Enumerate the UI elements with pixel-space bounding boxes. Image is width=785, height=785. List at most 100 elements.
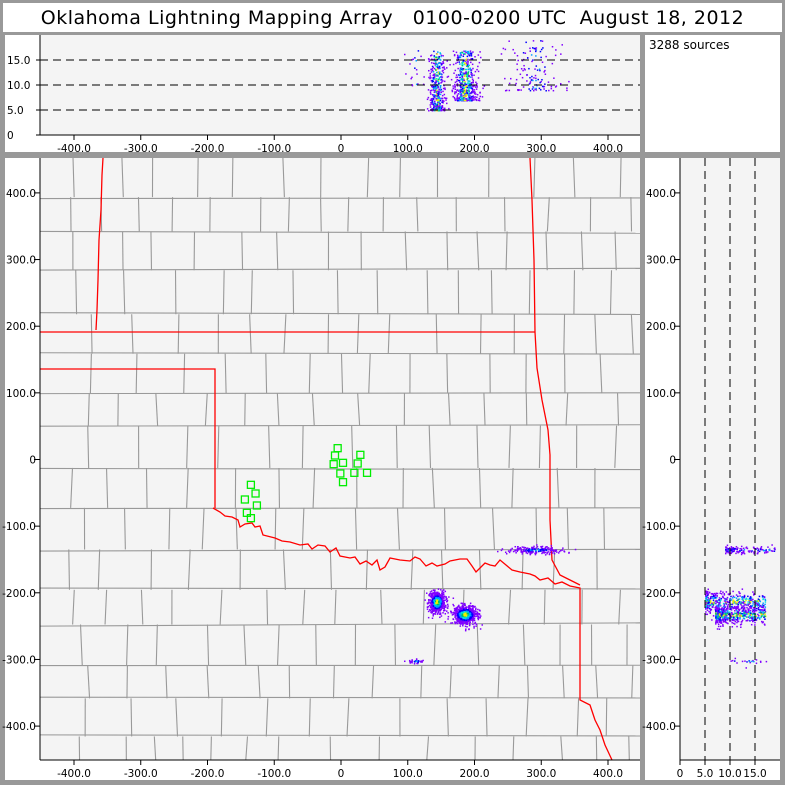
lightning-source — [463, 89, 466, 92]
lightning-source — [752, 620, 754, 623]
lightning-source — [539, 69, 541, 72]
lightning-source — [737, 603, 740, 606]
lightning-source — [438, 596, 441, 598]
lightning-source — [436, 606, 438, 608]
lightning-source — [497, 550, 499, 553]
lightning-source — [744, 598, 747, 601]
lightning-source — [436, 53, 438, 55]
county-border — [497, 665, 500, 699]
lightning-source — [745, 667, 747, 669]
lightning-source — [726, 612, 728, 615]
lightning-source — [541, 548, 543, 551]
lightning-source — [461, 610, 464, 613]
lightning-source — [750, 597, 753, 599]
lightning-source — [433, 56, 436, 58]
lightning-source — [751, 550, 753, 552]
lightning-source — [741, 606, 743, 609]
altitude-east-west-plot — [403, 40, 570, 112]
county-border — [491, 507, 495, 550]
lightning-source — [715, 609, 718, 611]
lightning-source — [472, 81, 474, 84]
lightning-source — [459, 623, 462, 625]
lightning-source — [434, 106, 436, 108]
y-tick-label: -300.0 — [2, 654, 36, 666]
lightning-source — [705, 599, 708, 601]
lightning-source — [465, 98, 467, 100]
lightning-source — [429, 99, 432, 102]
lightning-source — [431, 603, 433, 605]
lightning-source — [435, 602, 437, 605]
lightning-source — [431, 58, 433, 61]
lightning-source — [757, 606, 760, 609]
state-border — [212, 507, 613, 761]
lightning-source — [540, 550, 542, 552]
lightning-source — [434, 610, 436, 612]
x-tick-label: -400.0 — [57, 768, 91, 780]
lightning-source — [463, 59, 466, 62]
lightning-source — [433, 603, 436, 606]
lightning-source — [427, 89, 430, 91]
lightning-source — [432, 94, 435, 97]
lightning-source — [773, 550, 776, 552]
lightning-source — [432, 610, 435, 612]
lightning-source — [437, 594, 440, 596]
lightning-source — [721, 618, 724, 621]
lightning-source — [436, 607, 438, 610]
lightning-source — [544, 73, 547, 75]
lightning-source — [535, 79, 537, 82]
lightning-source — [466, 622, 469, 625]
county-border — [105, 467, 109, 508]
lightning-source — [434, 593, 437, 595]
lightning-source — [432, 613, 434, 616]
lightning-source — [464, 612, 466, 614]
lightning-source — [472, 611, 474, 613]
county-border — [130, 698, 133, 737]
lightning-source — [417, 83, 419, 85]
lightning-source — [767, 551, 769, 553]
lightning-source — [471, 90, 474, 92]
lightning-source — [434, 69, 437, 71]
lightning-source — [442, 612, 444, 614]
county-border — [308, 353, 311, 394]
lightning-source — [726, 605, 729, 608]
lightning-source — [431, 610, 434, 613]
lightning-source — [431, 100, 434, 102]
lightning-source — [733, 601, 735, 603]
lightning-source — [431, 103, 433, 105]
lightning-source — [478, 97, 481, 100]
lightning-source — [720, 605, 722, 607]
lightning-source — [429, 602, 432, 605]
lightning-source — [432, 108, 434, 110]
lightning-source — [443, 108, 445, 111]
lightning-source — [465, 614, 467, 616]
lightning-source — [465, 64, 467, 66]
lightning-source — [468, 84, 470, 87]
lightning-source — [753, 552, 755, 555]
lightning-source — [436, 78, 438, 80]
lightning-source — [706, 591, 708, 594]
lightning-source — [473, 627, 475, 629]
lightning-source — [707, 599, 710, 601]
lightning-source — [760, 546, 763, 548]
station-markers — [240, 444, 372, 523]
lightning-source — [421, 660, 423, 662]
county-border — [543, 589, 546, 625]
lightning-source — [735, 619, 737, 621]
lightning-source — [711, 606, 714, 608]
lightning-source — [440, 602, 442, 605]
lightning-source — [553, 77, 555, 79]
lightning-source — [436, 603, 439, 606]
lightning-source — [739, 595, 741, 597]
lightning-source — [458, 61, 461, 63]
lightning-source — [744, 660, 746, 662]
lightning-source — [471, 87, 473, 90]
lightning-source — [443, 610, 445, 612]
lightning-source — [431, 85, 433, 88]
lightning-source — [736, 550, 738, 553]
lightning-source — [430, 605, 433, 607]
lightning-source — [453, 605, 455, 607]
lightning-source — [535, 47, 538, 49]
lightning-source — [454, 86, 456, 88]
lightning-source — [737, 602, 740, 604]
lightning-source — [769, 549, 771, 552]
